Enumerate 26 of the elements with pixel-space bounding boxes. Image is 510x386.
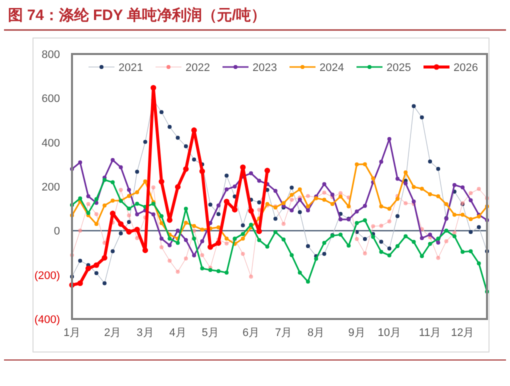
- y-tick-label: (200): [34, 270, 60, 282]
- legend-label: 2024: [320, 62, 344, 74]
- y-tick-label: 200: [42, 182, 60, 194]
- x-tick-label: 2月: [104, 327, 122, 339]
- legend-label: 2026: [454, 62, 478, 74]
- legend-label: 2023: [252, 62, 277, 74]
- legend-label: 2022: [186, 62, 210, 74]
- x-tick-label: 1月: [63, 327, 81, 339]
- x-tick-label: 3月: [136, 327, 154, 339]
- x-tick-label: 9月: [348, 327, 366, 339]
- x-tick-label: 6月: [242, 327, 260, 339]
- legend-label: 2021: [118, 62, 143, 74]
- x-tick-label: 12月: [450, 327, 474, 339]
- x-tick-label: 4月: [169, 327, 186, 339]
- x-tick-label: 5月: [202, 327, 219, 339]
- x-tick-label: 7月: [275, 327, 292, 339]
- x-tick-label: 8月: [308, 327, 325, 339]
- y-tick-label: 600: [42, 93, 60, 106]
- y-tick-label: 0: [54, 226, 60, 238]
- y-tick-label: (400): [34, 314, 60, 326]
- legend-label: 2025: [386, 62, 411, 74]
- x-tick-label: 11月: [418, 327, 442, 339]
- x-tick-label: 10月: [378, 327, 401, 339]
- y-tick-label: 800: [42, 49, 60, 61]
- y-tick-label: 400: [42, 137, 60, 150]
- chart-title: 图 74：涤纶 FDY 单吨净利润（元/吨）: [8, 6, 266, 24]
